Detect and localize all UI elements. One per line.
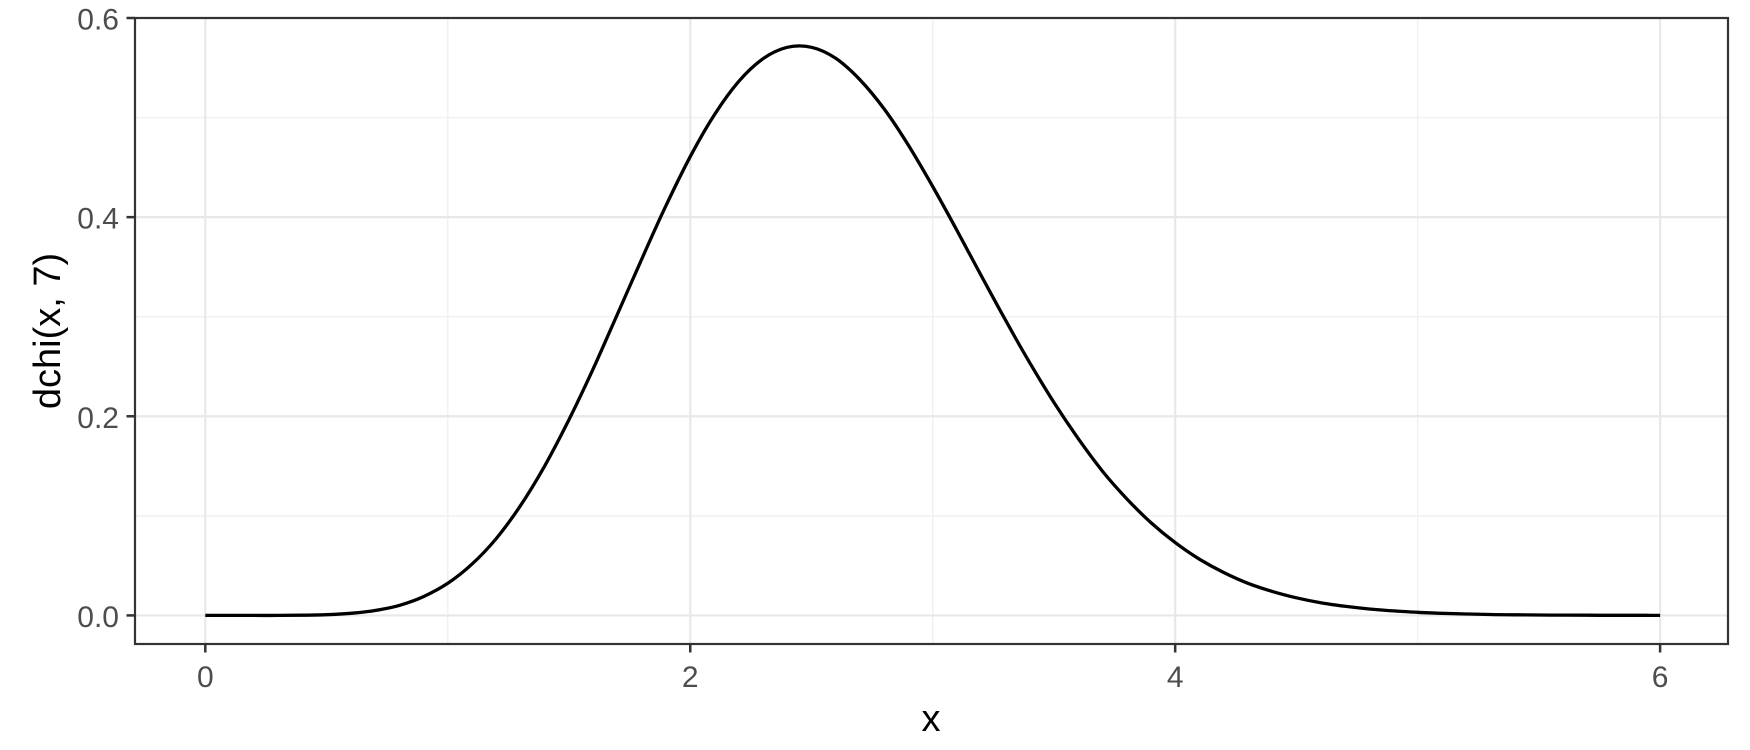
x-tick-label: 0 [197,661,214,694]
y-axis-title: dchi(x, 7) [27,252,69,410]
y-tick-label: 0.2 [77,402,119,435]
density-curve [205,44,1661,618]
panel-border [133,16,1730,646]
x-tick-label: 6 [1652,661,1669,694]
y-tick-label: 0.6 [77,4,119,37]
y-tick-label: 0.0 [77,601,119,634]
x-tick-label: 2 [682,661,699,694]
x-axis-title: x [921,698,941,740]
y-tick-label: 0.4 [77,203,119,236]
x-tick-label: 4 [1167,661,1184,694]
